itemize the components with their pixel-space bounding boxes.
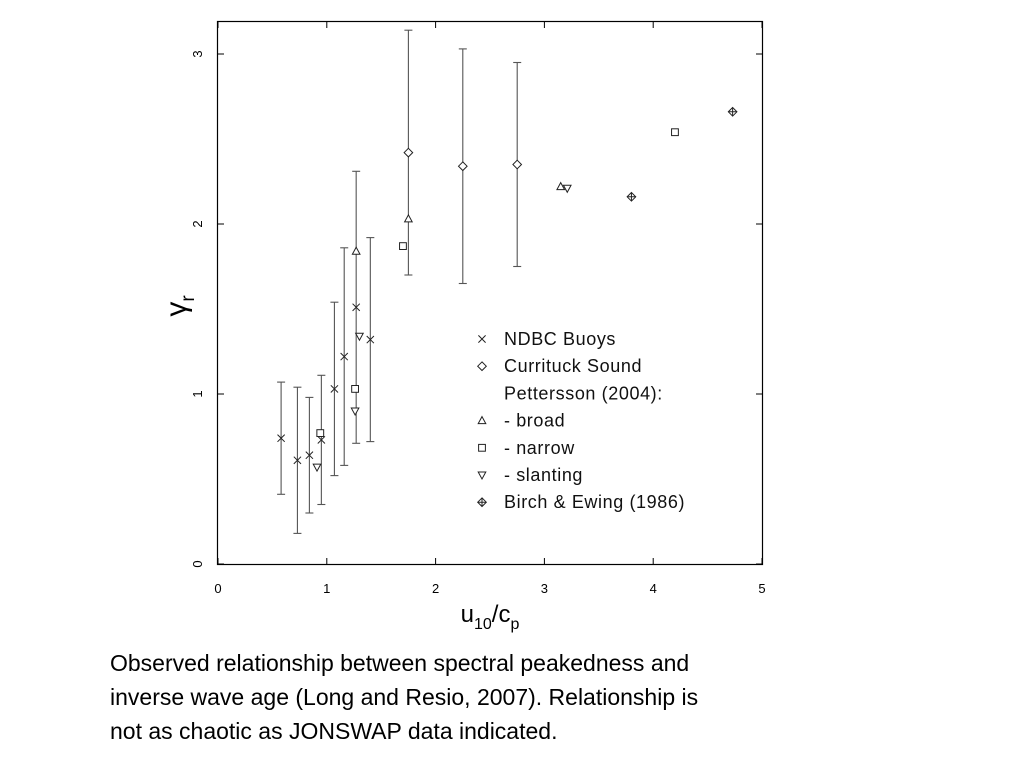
data-point-cross (305, 451, 314, 460)
data-point-square (351, 385, 359, 393)
figure-caption: Observed relationship between spectral p… (110, 650, 699, 744)
data-point-triangle-up (351, 246, 361, 255)
x-axis-label-sub1: 10 (474, 616, 492, 633)
data-point-cross (317, 435, 326, 444)
y-axis-label: γr (160, 295, 199, 317)
data-point-cross (352, 303, 361, 312)
error-bars (277, 29, 522, 534)
data-point-triangle-down (562, 184, 572, 194)
legend-marker-square (478, 443, 486, 452)
data-point-diamond (512, 159, 523, 170)
data-point-cross (293, 456, 302, 465)
legend-label: - narrow (504, 438, 575, 458)
scatter-plot: 0 1 2 3 4 5 0 1 2 3 NDBC Buoys Currituck Sound Pett… (160, 20, 766, 633)
data-point-diamond (457, 161, 468, 172)
legend-marker-diamond (476, 361, 488, 372)
x-tick-label: 3 (541, 581, 548, 596)
data-point-diamond-plus (727, 106, 738, 117)
data-point-triangle-down (354, 332, 365, 342)
data-point-square (399, 242, 407, 250)
y-tick-label: 1 (190, 390, 205, 397)
data-point-triangle-down (312, 463, 322, 473)
data-point-triangle-down (350, 407, 360, 417)
x-axis-label-main: u (461, 601, 474, 628)
legend-label: - broad (504, 411, 565, 431)
legend-marker-diamond-plus (476, 497, 488, 508)
x-tick-label: 0 (214, 581, 221, 596)
data-point-cross (330, 384, 339, 393)
data-point-diamond (403, 147, 414, 158)
legend-label: - slanting (504, 465, 583, 485)
axis-ticks: 0 1 2 3 4 5 0 1 2 3 (190, 22, 766, 596)
data-point-square (671, 128, 679, 137)
y-axis-label-main: γ (160, 302, 193, 317)
y-axis-label-sub: r (178, 295, 199, 302)
x-axis-label: u10/cp (461, 601, 520, 633)
legend-label: Birch & Ewing (1986) (504, 492, 685, 512)
data-point-square (316, 429, 325, 438)
x-axis-label-slash: /c (492, 601, 511, 628)
legend: NDBC Buoys Currituck Sound Pettersson (200… (476, 329, 685, 512)
legend-marker-triangle-up (477, 415, 487, 425)
y-tick-label: 0 (190, 560, 205, 567)
x-tick-label: 5 (758, 581, 765, 596)
data-point-cross (366, 335, 375, 344)
data-point-cross (277, 434, 286, 443)
data-point-triangle-up (556, 181, 566, 191)
x-tick-label: 4 (650, 581, 657, 596)
legend-label: Currituck Sound (504, 356, 642, 376)
legend-marker-cross (478, 335, 486, 343)
x-axis-label-sub2: p (510, 616, 519, 633)
x-tick-label: 1 (323, 581, 330, 596)
data-markers (277, 106, 738, 473)
data-point-diamond-plus (626, 191, 637, 202)
data-point-cross (340, 352, 349, 361)
legend-marker-triangle-down (477, 471, 487, 481)
y-tick-label: 2 (190, 220, 205, 227)
legend-label: NDBC Buoys (504, 329, 616, 349)
data-point-triangle-up (403, 213, 414, 223)
plot-frame (216, 20, 764, 566)
y-tick-label: 3 (190, 50, 205, 57)
legend-label: Pettersson (2004): (504, 383, 663, 403)
x-tick-label: 2 (432, 581, 439, 596)
